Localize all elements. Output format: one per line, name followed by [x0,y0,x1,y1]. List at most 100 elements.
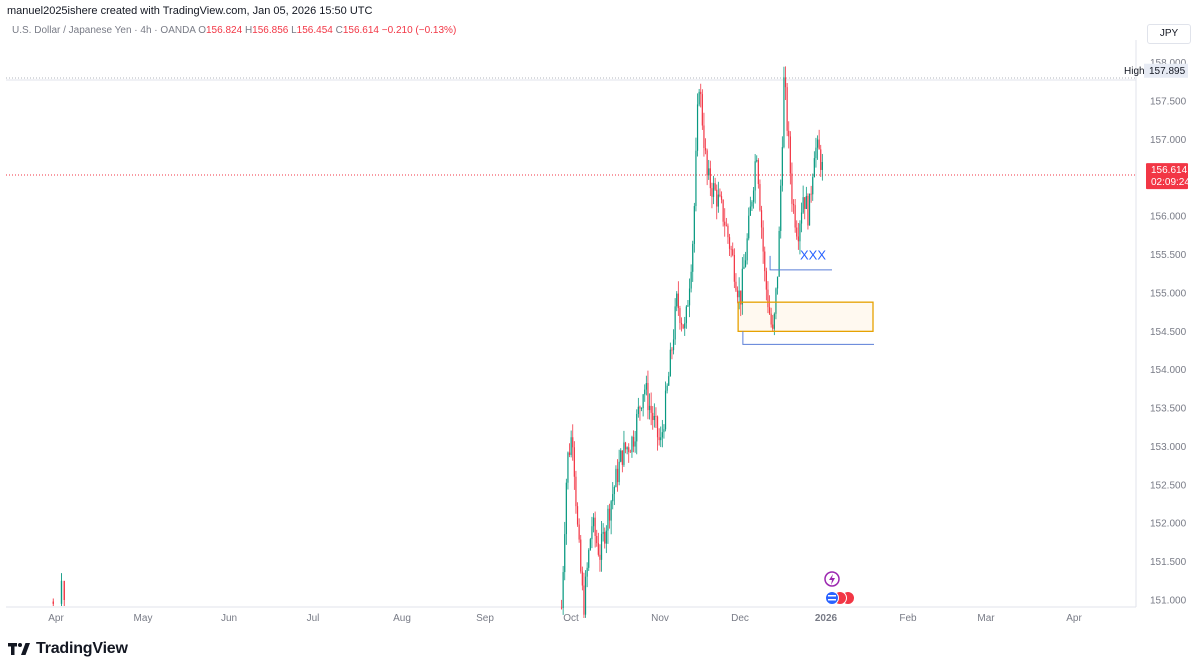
candle-body [645,383,647,390]
time-tick-label: Sep [476,613,494,624]
open-label: O [198,25,206,36]
candle-body [671,349,673,351]
candle-body [629,451,631,453]
brand-footer[interactable]: TradingView [8,640,128,658]
candle-body [674,306,676,340]
candle-body [52,601,54,604]
symbol-name[interactable]: U.S. Dollar / Japanese Yen · 4h · OANDA [12,25,196,36]
candle-body [794,205,796,228]
candle-body [594,517,596,536]
flag-stripe [828,595,836,597]
candle-body [623,442,625,465]
flag-stripe [828,599,836,601]
candle-body [807,195,809,226]
candle-body [572,437,574,448]
price-tick-label: 152.000 [1150,519,1187,530]
candle-body [700,91,702,95]
candle-body [759,184,761,211]
candle-body [813,158,815,178]
candle-body [565,482,567,535]
candle-body [647,383,649,411]
candle-body [600,533,603,560]
candle-body [805,195,807,209]
candle-body [791,173,793,204]
candle-body [666,385,668,391]
candle-body [733,255,735,282]
candle-body [636,413,638,442]
candle-body [800,212,803,224]
order-block-zone[interactable] [737,301,874,332]
last-price-text: 156.614 [1151,165,1188,176]
candle-body [613,487,615,495]
candle-body [615,468,617,488]
price-tick-label: 158.000 [1150,58,1187,69]
candle-body [602,531,604,534]
candle-body [717,194,719,207]
candle-body [690,271,692,289]
candle-body [744,260,747,267]
candle-body [764,251,766,272]
candle-body [751,201,753,207]
candles [52,66,823,618]
candle-body [757,160,759,185]
candle-body [610,501,612,521]
candle-body [583,585,585,615]
candle-body [741,268,743,305]
high-price-text: 157.895 [1149,66,1186,77]
candle-body [740,290,742,305]
candle-body [642,394,644,409]
candle-body [560,607,563,609]
candle-body [648,405,651,411]
time-tick-label: Jul [307,613,320,624]
candle-body [567,452,569,483]
candle-body [640,408,643,409]
candle-body [60,580,63,604]
candle-body [711,188,713,197]
candle-body [631,436,633,453]
time-tick-label: Apr [1066,613,1082,624]
candle-body [722,199,724,222]
support-line[interactable] [742,331,874,345]
price-tick-label: 155.500 [1150,250,1187,261]
candle-body [564,534,566,573]
candle-body [605,530,607,544]
currency-button[interactable]: JPY [1147,24,1191,44]
candle-body [652,412,654,421]
candle-body [765,271,767,290]
candle-body [677,293,679,309]
label-underline[interactable] [769,255,832,271]
last-price-tag [1146,163,1188,190]
candle-body [692,243,694,272]
candle-body [581,571,583,586]
candle-body [680,322,683,325]
candle-body [773,313,775,329]
candle-body [621,450,623,465]
candle-body [586,567,588,577]
time-tick-label: Dec [731,613,749,624]
candle-body [616,468,619,483]
time-tick-label: Apr [48,613,64,624]
candle-body [792,203,795,206]
candle-body [679,308,681,323]
us-flag-icon[interactable] [825,591,839,605]
candle-body [799,223,801,242]
candle-body [815,147,817,159]
candle-body [712,183,715,197]
candle-body [778,230,780,277]
candle-body [738,290,740,298]
candle-body [780,185,782,231]
close-label: C [335,25,343,36]
candle-body [612,494,614,502]
xxx-label[interactable]: XXX [800,248,826,263]
candle-body [624,442,627,450]
candle-body [596,535,598,544]
candle-body [618,461,620,483]
tradingview-logo-icon [8,643,30,655]
candle-body [704,148,707,151]
candle-body [632,436,635,447]
price-tick-label: 152.500 [1150,480,1187,491]
candle-body [687,305,689,307]
candle-body [706,150,708,176]
event-icons[interactable] [824,571,855,605]
